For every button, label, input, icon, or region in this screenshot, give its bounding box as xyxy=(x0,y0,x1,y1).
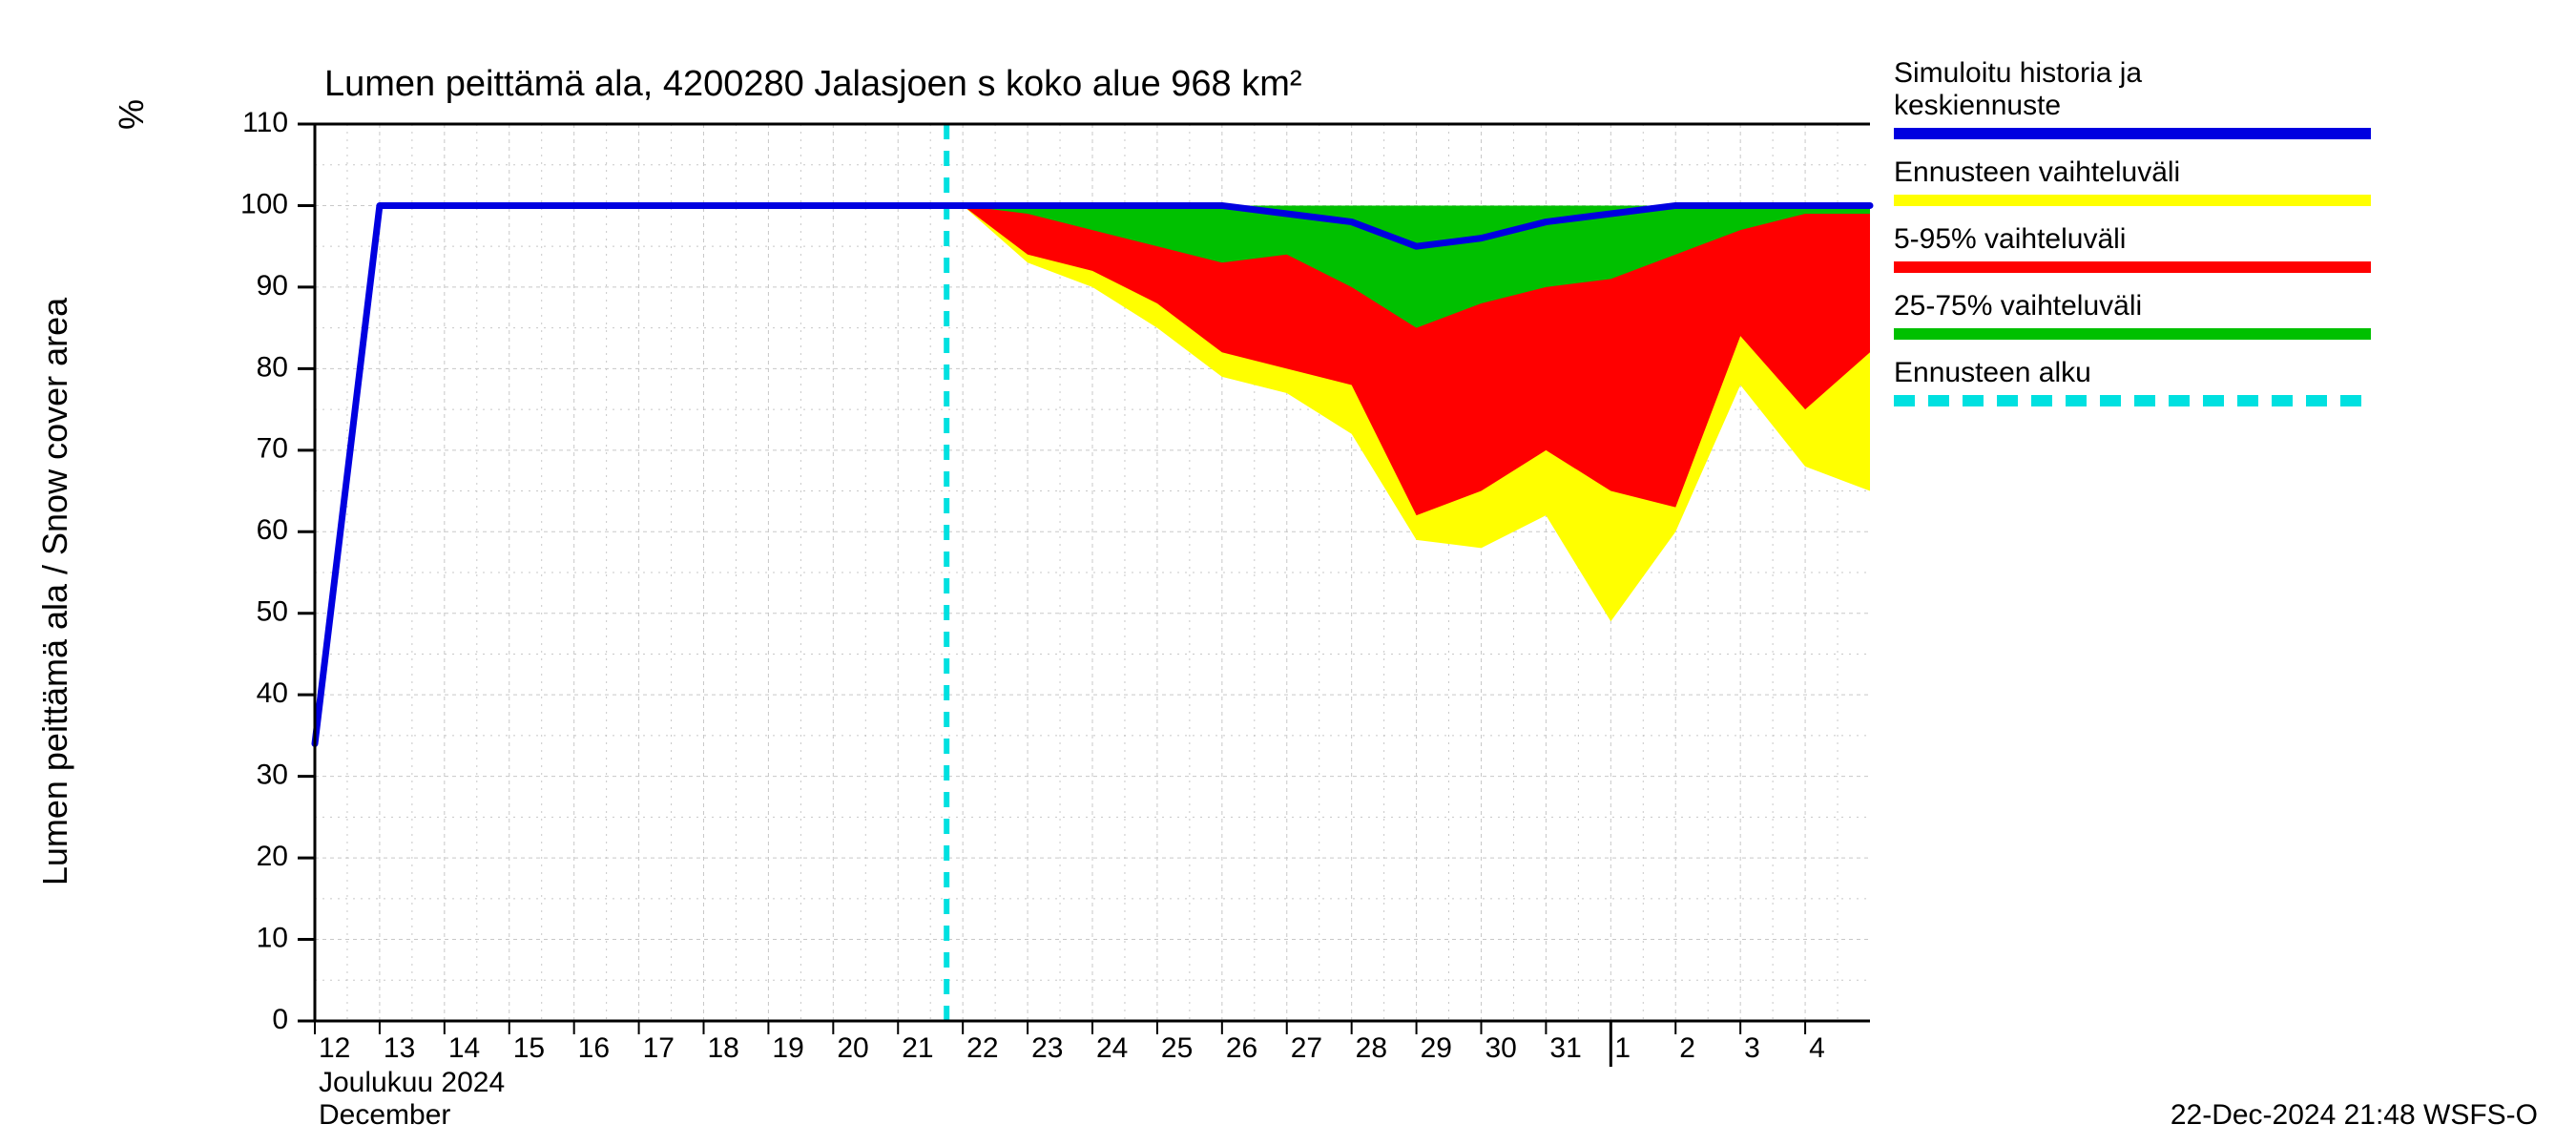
svg-text:50: 50 xyxy=(257,596,288,628)
svg-text:18: 18 xyxy=(708,1032,739,1064)
svg-text:20: 20 xyxy=(257,841,288,872)
svg-text:27: 27 xyxy=(1291,1032,1322,1064)
svg-text:15: 15 xyxy=(513,1032,545,1064)
month-label-en: December xyxy=(319,1099,450,1131)
svg-text:30: 30 xyxy=(1485,1032,1517,1064)
svg-text:2: 2 xyxy=(1679,1032,1695,1064)
svg-text:19: 19 xyxy=(772,1032,803,1064)
legend-label: Simuloitu historia ja xyxy=(1894,57,2142,89)
svg-text:110: 110 xyxy=(242,107,288,138)
y-axis-label: Lumen peittämä ala / Snow cover area xyxy=(35,297,74,885)
legend-label: Ennusteen vaihteluväli xyxy=(1894,156,2180,188)
y-axis-percent: % xyxy=(112,99,151,130)
svg-text:28: 28 xyxy=(1356,1032,1387,1064)
month-label-fi: Joulukuu 2024 xyxy=(319,1067,505,1098)
legend-label: Ennusteen alku xyxy=(1894,357,2091,388)
svg-text:22: 22 xyxy=(966,1032,998,1064)
svg-text:12: 12 xyxy=(319,1032,350,1064)
svg-text:3: 3 xyxy=(1744,1032,1760,1064)
svg-text:100: 100 xyxy=(240,188,288,219)
chart-title: Lumen peittämä ala, 4200280 Jalasjoen s … xyxy=(324,64,1302,104)
svg-text:20: 20 xyxy=(837,1032,868,1064)
svg-text:31: 31 xyxy=(1549,1032,1581,1064)
legend-label: 5-95% vaihteluväli xyxy=(1894,223,2126,255)
svg-text:60: 60 xyxy=(257,514,288,546)
chart-svg: 0102030405060708090100110121314151617181… xyxy=(0,0,2576,1145)
chart-container: 0102030405060708090100110121314151617181… xyxy=(0,0,2576,1145)
svg-text:21: 21 xyxy=(902,1032,933,1064)
svg-text:1: 1 xyxy=(1614,1032,1631,1064)
svg-text:29: 29 xyxy=(1421,1032,1452,1064)
svg-text:0: 0 xyxy=(272,1004,288,1035)
svg-text:40: 40 xyxy=(257,677,288,709)
svg-text:13: 13 xyxy=(384,1032,415,1064)
svg-text:90: 90 xyxy=(257,270,288,302)
svg-text:30: 30 xyxy=(257,760,288,791)
svg-text:17: 17 xyxy=(643,1032,675,1064)
svg-text:10: 10 xyxy=(257,922,288,953)
svg-text:16: 16 xyxy=(578,1032,610,1064)
svg-text:80: 80 xyxy=(257,351,288,383)
legend-label: keskiennuste xyxy=(1894,90,2061,121)
svg-text:24: 24 xyxy=(1096,1032,1128,1064)
svg-text:70: 70 xyxy=(257,433,288,465)
footer-timestamp: 22-Dec-2024 21:48 WSFS-O xyxy=(2171,1099,2538,1131)
legend-label: 25-75% vaihteluväli xyxy=(1894,290,2142,322)
svg-text:4: 4 xyxy=(1809,1032,1825,1064)
svg-text:25: 25 xyxy=(1161,1032,1193,1064)
svg-text:23: 23 xyxy=(1031,1032,1063,1064)
svg-text:26: 26 xyxy=(1226,1032,1257,1064)
svg-text:14: 14 xyxy=(448,1032,480,1064)
